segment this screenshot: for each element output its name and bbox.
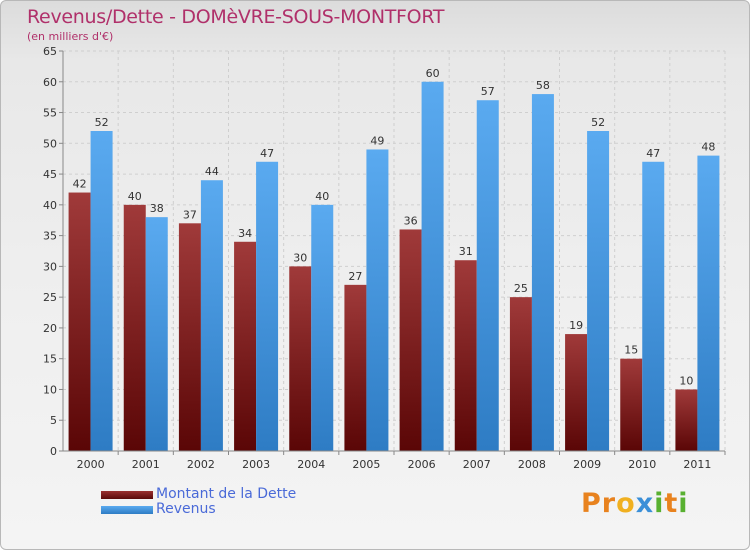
revenus-value-label: 49 [370, 134, 384, 147]
revenus-value-label: 60 [426, 67, 440, 80]
debt-bar [509, 297, 532, 451]
revenus-bar [90, 131, 113, 451]
y-tick-label: 45 [43, 168, 57, 181]
chart-subtitle: (en milliers d'€) [27, 30, 114, 43]
debt-value-label: 36 [404, 214, 418, 227]
x-tick-label: 2001 [132, 458, 160, 471]
x-tick-label: 2009 [573, 458, 601, 471]
chart-title: Revenus/Dette - DOMèVRE-SOUS-MONTFORT [27, 6, 445, 28]
debt-value-label: 25 [514, 282, 528, 295]
revenus-value-label: 47 [646, 147, 660, 160]
debt-value-label: 31 [459, 245, 473, 258]
y-tick-label: 20 [43, 322, 57, 335]
revenus-bar [697, 155, 720, 451]
revenus-value-label: 40 [315, 190, 329, 203]
y-tick-label: 5 [50, 414, 57, 427]
logo-letter: P [581, 488, 602, 519]
legend-label-debt: Montant de la Dette [156, 486, 297, 502]
debt-value-label: 10 [679, 374, 693, 387]
debt-bar [620, 358, 643, 451]
x-tick-label: 2010 [628, 458, 656, 471]
y-tick-label: 30 [43, 260, 57, 273]
revenus-value-label: 52 [591, 116, 605, 129]
debt-value-label: 30 [293, 251, 307, 264]
y-tick-label: 50 [43, 137, 57, 150]
debt-bar [344, 284, 367, 451]
legend-swatch-revenus [101, 506, 153, 514]
x-tick-label: 2011 [683, 458, 711, 471]
y-tick-label: 25 [43, 291, 57, 304]
debt-value-label: 40 [128, 190, 142, 203]
y-tick-label: 15 [43, 353, 57, 366]
revenus-bar [642, 161, 665, 451]
revenus-bar [476, 100, 499, 451]
revenus-bar [421, 81, 444, 452]
logo-letter: i [678, 488, 689, 519]
logo-letter: i [654, 488, 665, 519]
x-tick-label: 2008 [518, 458, 546, 471]
revenus-value-label: 52 [95, 116, 109, 129]
y-tick-label: 55 [43, 107, 57, 120]
debt-bar [675, 389, 698, 451]
y-tick-label: 35 [43, 230, 57, 243]
revenus-value-label: 57 [481, 85, 495, 98]
revenus-value-label: 58 [536, 79, 550, 92]
x-tick-label: 2007 [463, 458, 491, 471]
debt-value-label: 34 [238, 227, 252, 240]
y-tick-label: 0 [50, 445, 57, 458]
debt-bar [454, 260, 477, 451]
x-tick-label: 2004 [297, 458, 325, 471]
debt-bar [123, 204, 146, 451]
x-tick-label: 2003 [242, 458, 270, 471]
x-tick-label: 2000 [77, 458, 105, 471]
legend-swatch-debt [101, 491, 153, 499]
y-tick-label: 60 [43, 76, 57, 89]
revenus-value-label: 44 [205, 165, 219, 178]
revenus-value-label: 38 [150, 202, 164, 215]
debt-bar [68, 192, 91, 452]
debt-value-label: 15 [624, 344, 638, 357]
revenus-bar [587, 131, 610, 451]
debt-bar [234, 241, 257, 451]
y-tick-label: 40 [43, 199, 57, 212]
y-tick-label: 10 [43, 383, 57, 396]
debt-value-label: 42 [73, 178, 87, 191]
revenus-bar [145, 217, 168, 451]
logo-letter: o [616, 488, 636, 519]
revenus-bar [200, 180, 223, 451]
revenus-value-label: 48 [701, 141, 715, 154]
revenus-bar [366, 149, 389, 451]
proxiti-logo: Proxiti [581, 488, 689, 519]
legend-label-revenus: Revenus [156, 501, 216, 517]
x-tick-label: 2005 [352, 458, 380, 471]
debt-bar [399, 229, 422, 451]
y-tick-label: 65 [43, 45, 57, 58]
revenus-bar [311, 204, 334, 451]
revenus-value-label: 47 [260, 147, 274, 160]
x-tick-label: 2006 [408, 458, 436, 471]
revenus-bar [531, 94, 554, 452]
debt-value-label: 37 [183, 208, 197, 221]
debt-value-label: 19 [569, 319, 583, 332]
revenus-bar [256, 161, 279, 451]
logo-letter: x [635, 488, 655, 519]
debt-bar [178, 223, 201, 451]
x-tick-label: 2002 [187, 458, 215, 471]
debt-bar [289, 266, 312, 451]
logo-letter: r [601, 488, 617, 519]
debt-bar [565, 334, 588, 451]
debt-value-label: 27 [348, 270, 362, 283]
logo-letter: t [664, 488, 679, 519]
